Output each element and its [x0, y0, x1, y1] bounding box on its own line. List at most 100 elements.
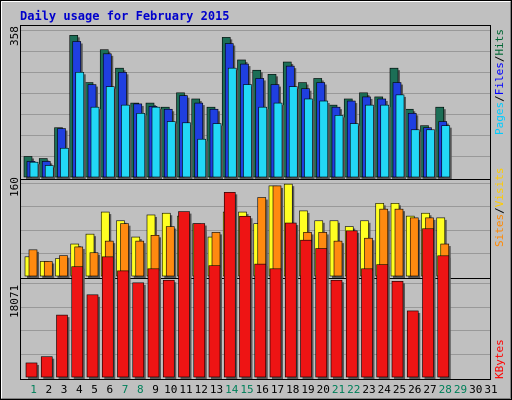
day-label-20: 20 [317, 383, 330, 396]
bar-kbytes-day-15 [239, 215, 253, 379]
bar-sites-day-7-body [120, 223, 129, 277]
bar-kbytes-day-12 [193, 223, 207, 379]
bar-pages-day-24-body [380, 104, 390, 178]
bar-kbytes-day-19-body [300, 239, 312, 378]
bar-kbytes-day-16-body [254, 263, 267, 378]
bars [23, 35, 452, 379]
bar-kbytes-day-4-body [71, 266, 84, 378]
bar-pages-day-9-body [151, 106, 161, 178]
bar-pages-day-12-body [197, 138, 207, 178]
bar-kbytes-day-2 [40, 356, 55, 379]
bar-kbytes-day-19 [300, 239, 314, 379]
bar-pages-day-15-body [243, 84, 252, 178]
bar-pages-day-19-body [304, 98, 313, 178]
bar-kbytes-day-23-body [361, 268, 373, 378]
bar-kbytes-day-22 [345, 230, 360, 379]
bar-pages-day-11 [182, 122, 193, 179]
day-label-19: 19 [301, 383, 314, 396]
day-label-29: 29 [454, 383, 467, 396]
bar-pages-day-14 [227, 67, 239, 179]
bar-kbytes-day-24-body [376, 264, 389, 378]
bar-pages-day-22 [349, 123, 361, 179]
bar-pages-day-23 [365, 104, 376, 179]
bar-sites-day-21-body [333, 240, 343, 277]
bar-kbytes-day-9-body [147, 268, 160, 378]
legend-separator: / [493, 56, 506, 63]
bar-pages-day-16 [258, 106, 269, 179]
legend-kbytes-panel: KBytes [493, 339, 506, 379]
day-label-25: 25 [393, 383, 406, 396]
bar-kbytes-day-8 [132, 282, 146, 379]
bar-pages-day-10-body [166, 121, 176, 178]
bar-kbytes-day-21-body [330, 279, 343, 378]
bar-pages-day-20 [319, 100, 330, 179]
bar-sites-day-10-body [165, 226, 175, 277]
bar-pages-day-18-body [288, 86, 298, 178]
bar-pages-day-12 [197, 138, 208, 179]
bar-pages-day-26 [410, 129, 422, 179]
bar-pages-day-1 [29, 161, 40, 179]
bar-kbytes-day-26 [406, 310, 421, 379]
bar-pages-day-2 [44, 165, 56, 179]
x-axis-day-labels: 1 2 3 4 5 6 7 8 9 10 11 12 13 14 15 16 17 18 19 20 21 22 23 24 2… [30, 383, 497, 396]
legend-hits-panel: Pages/Files/Hits [493, 29, 506, 135]
bar-kbytes-day-9 [147, 268, 161, 379]
bar-pages-day-18 [288, 86, 300, 179]
bar-kbytes-day-28-body [437, 255, 450, 378]
bar-pages-day-21-body [334, 115, 344, 178]
bar-sites-day-25 [394, 208, 405, 278]
bar-kbytes-day-6-body [101, 256, 114, 378]
bar-kbytes-day-5 [86, 294, 100, 379]
bar-kbytes-day-18 [284, 222, 299, 379]
chart-title: Daily usage for February 2015 [20, 9, 230, 23]
day-label-26: 26 [408, 383, 421, 396]
bar-pages-day-15 [243, 84, 254, 179]
bar-pages-day-8 [136, 113, 147, 179]
bar-pages-day-10 [166, 121, 178, 179]
bar-sites-day-26-body [409, 217, 419, 277]
day-label-18: 18 [286, 383, 299, 396]
bar-kbytes-day-25 [391, 280, 405, 379]
bar-sites-day-1 [28, 249, 39, 278]
bar-kbytes-day-3-body [56, 314, 68, 378]
bar-kbytes-day-18-body [284, 222, 297, 378]
bar-sites-day-25-body [394, 208, 404, 277]
y-max-label-visits: 160 [8, 177, 21, 197]
bar-kbytes-day-15-body [239, 215, 251, 378]
day-label-9: 9 [152, 383, 159, 396]
bar-sites-day-5 [89, 252, 100, 278]
bar-pages-day-24 [380, 104, 391, 179]
legend-item-hits: Hits [493, 29, 506, 56]
bar-kbytes-day-14 [223, 192, 238, 379]
legend-item-sites: Sites [493, 214, 506, 247]
legend-text-panel-3: KBytes [493, 339, 506, 379]
bar-kbytes-day-17-body [269, 268, 282, 378]
day-label-30: 30 [469, 383, 482, 396]
bar-pages-day-6-body [105, 86, 115, 178]
bar-pages-day-8-body [136, 113, 146, 178]
day-label-16: 16 [256, 383, 269, 396]
day-label-14: 14 [225, 383, 239, 396]
day-label-21: 21 [332, 383, 345, 396]
bar-sites-day-10 [165, 226, 177, 278]
bar-kbytes-day-20 [315, 248, 329, 379]
bar-sites-day-1-body [28, 249, 38, 277]
bar-pages-day-28 [441, 125, 452, 179]
day-label-10: 10 [164, 383, 177, 396]
day-label-2: 2 [45, 383, 52, 396]
bar-kbytes-day-10-body [162, 279, 175, 378]
bar-sites-day-2 [43, 261, 55, 278]
bar-kbytes-day-25-body [391, 280, 404, 378]
bar-kbytes-day-7 [117, 270, 131, 379]
bar-pages-day-17-body [273, 102, 283, 178]
day-label-17: 17 [271, 383, 284, 396]
bar-kbytes-day-5-body [86, 294, 99, 378]
bar-kbytes-day-7-body [117, 270, 129, 378]
bar-sites-day-5-body [89, 252, 99, 277]
day-label-3: 3 [61, 383, 68, 396]
bar-kbytes-day-1-body [25, 362, 38, 378]
bar-sites-day-17-body [272, 185, 282, 277]
legend-separator: / [493, 95, 506, 102]
legend-item-pages: Pages [493, 102, 506, 135]
